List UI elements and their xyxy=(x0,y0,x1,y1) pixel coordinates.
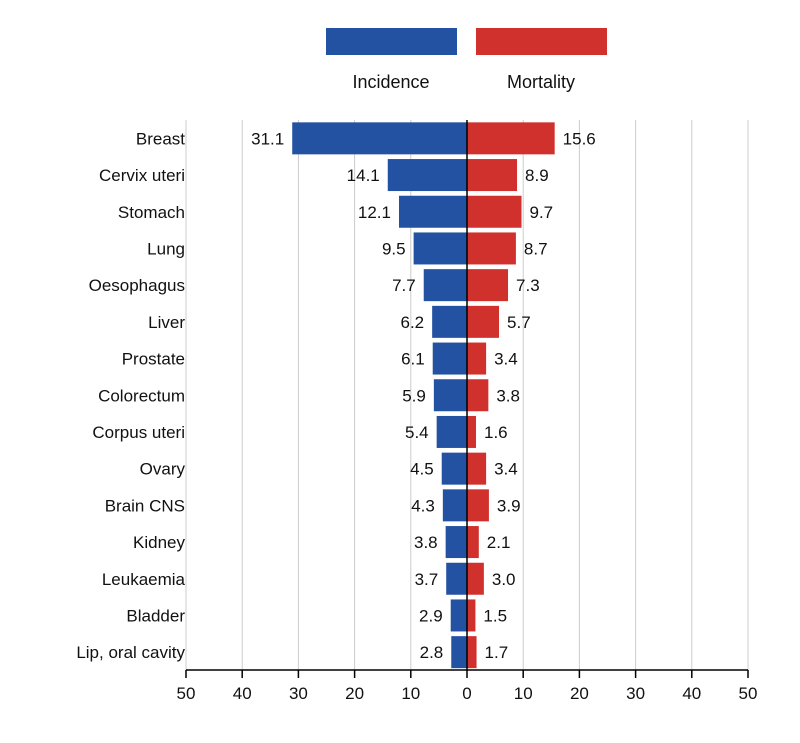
legend-swatch-incidence xyxy=(326,28,457,55)
bar-incidence xyxy=(413,232,467,265)
category-label: Cervix uteri xyxy=(99,166,185,185)
value-label-mortality: 3.4 xyxy=(494,350,518,369)
value-label-mortality: 1.7 xyxy=(485,643,509,662)
bar-incidence xyxy=(432,342,467,375)
x-tick-label: 50 xyxy=(739,684,758,703)
x-tick-label: 30 xyxy=(289,684,308,703)
bar-mortality xyxy=(467,562,484,595)
value-label-mortality: 1.6 xyxy=(484,423,508,442)
bar-mortality xyxy=(467,415,476,448)
bar-incidence xyxy=(451,636,467,669)
value-label-mortality: 5.7 xyxy=(507,313,531,332)
x-tick-label: 30 xyxy=(626,684,645,703)
value-label-incidence: 5.4 xyxy=(405,423,429,442)
bar-mortality xyxy=(467,379,489,412)
category-label: Breast xyxy=(136,129,185,148)
category-label: Stomach xyxy=(118,203,185,222)
bars xyxy=(292,122,555,669)
value-label-mortality: 2.1 xyxy=(487,533,511,552)
bar-incidence xyxy=(442,489,467,522)
value-label-incidence: 5.9 xyxy=(402,386,426,405)
value-label-mortality: 8.9 xyxy=(525,166,549,185)
bar-incidence xyxy=(436,415,467,448)
value-label-mortality: 8.7 xyxy=(524,239,548,258)
bar-mortality xyxy=(467,342,487,375)
category-label: Corpus uteri xyxy=(92,423,185,442)
value-label-incidence: 4.5 xyxy=(410,460,434,479)
value-label-mortality: 3.0 xyxy=(492,570,516,589)
bar-mortality xyxy=(467,636,477,669)
axes: 50 40 30 20 10 0 10 20 30 40 50 xyxy=(177,120,758,703)
value-label-incidence: 2.9 xyxy=(419,606,443,625)
value-label-mortality: 3.8 xyxy=(496,386,520,405)
legend: Incidence Mortality xyxy=(326,28,607,92)
value-label-incidence: 3.7 xyxy=(415,570,439,589)
category-label: Liver xyxy=(148,313,185,332)
value-label-mortality: 3.9 xyxy=(497,496,521,515)
labels: 31.1 15.6 Breast 14.1 8.9 Cervix uteri 12.1 9.7… xyxy=(76,129,595,662)
category-label: Colorectum xyxy=(98,386,185,405)
bar-mortality xyxy=(467,599,476,632)
category-label: Lip, oral cavity xyxy=(76,643,185,662)
category-label: Lung xyxy=(147,239,185,258)
category-label: Ovary xyxy=(140,460,186,479)
x-tick-label: 50 xyxy=(177,684,196,703)
bar-incidence xyxy=(292,122,467,155)
bar-incidence xyxy=(423,269,467,302)
bar-incidence xyxy=(450,599,467,632)
x-tick-label: 20 xyxy=(570,684,589,703)
bar-incidence xyxy=(446,562,467,595)
legend-label-incidence: Incidence xyxy=(352,72,429,92)
value-label-mortality: 15.6 xyxy=(563,129,596,148)
value-label-incidence: 9.5 xyxy=(382,239,406,258)
bar-mortality xyxy=(467,159,518,192)
bar-incidence xyxy=(387,159,467,192)
bar-mortality xyxy=(467,232,516,265)
value-label-incidence: 4.3 xyxy=(411,496,435,515)
bar-incidence xyxy=(432,305,467,338)
x-tick-label: 40 xyxy=(682,684,701,703)
bar-incidence xyxy=(441,452,467,485)
value-label-incidence: 2.8 xyxy=(420,643,444,662)
bar-mortality xyxy=(467,526,479,559)
value-label-incidence: 6.1 xyxy=(401,350,425,369)
legend-label-mortality: Mortality xyxy=(507,72,575,92)
value-label-incidence: 31.1 xyxy=(251,129,284,148)
value-label-mortality: 7.3 xyxy=(516,276,540,295)
category-label: Leukaemia xyxy=(102,570,186,589)
value-label-mortality: 1.5 xyxy=(483,606,507,625)
bar-mortality xyxy=(467,489,489,522)
value-label-incidence: 3.8 xyxy=(414,533,438,552)
value-label-incidence: 6.2 xyxy=(401,313,425,332)
gridlines xyxy=(185,120,749,670)
bar-mortality xyxy=(467,269,509,302)
category-label: Kidney xyxy=(133,533,185,552)
value-label-incidence: 12.1 xyxy=(358,203,391,222)
category-label: Bladder xyxy=(126,606,185,625)
bar-incidence xyxy=(398,195,467,228)
category-label: Prostate xyxy=(122,350,185,369)
value-label-mortality: 9.7 xyxy=(530,203,554,222)
legend-swatch-mortality xyxy=(476,28,607,55)
x-tick-label: 0 xyxy=(462,684,471,703)
value-label-incidence: 14.1 xyxy=(347,166,380,185)
category-label: Brain CNS xyxy=(105,496,185,515)
value-label-mortality: 3.4 xyxy=(494,460,518,479)
bar-mortality xyxy=(467,122,555,155)
bar-incidence xyxy=(445,526,467,559)
bar-mortality xyxy=(467,305,500,338)
category-label: Oesophagus xyxy=(89,276,185,295)
bar-incidence xyxy=(433,379,467,412)
x-tick-label: 20 xyxy=(345,684,364,703)
value-label-incidence: 7.7 xyxy=(392,276,416,295)
x-tick-label: 40 xyxy=(233,684,252,703)
bar-mortality xyxy=(467,452,487,485)
x-tick-label: 10 xyxy=(401,684,420,703)
x-tick-label: 10 xyxy=(514,684,533,703)
bar-mortality xyxy=(467,195,522,228)
